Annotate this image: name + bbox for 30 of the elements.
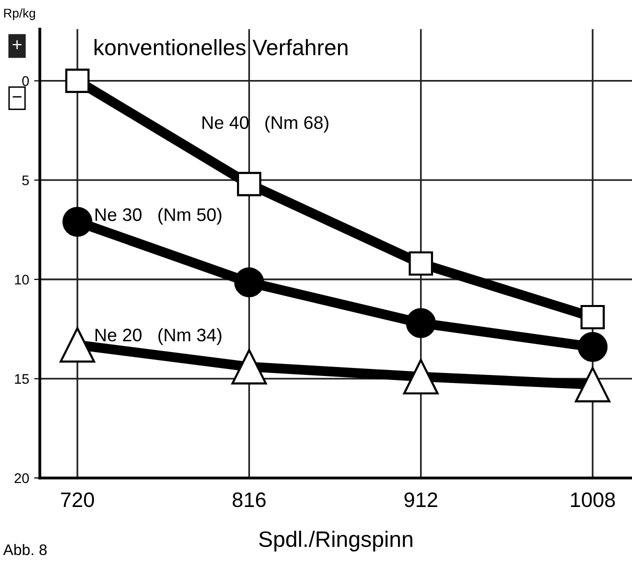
point (578, 332, 608, 362)
point (231, 349, 267, 384)
point (403, 358, 439, 394)
x-tick-label: 720 (61, 492, 94, 508)
series-label: Ne 20 (Nm 34) (96, 328, 222, 345)
y-tick-label: 10 (15, 274, 29, 285)
point (62, 206, 92, 237)
point (65, 68, 90, 93)
point (574, 366, 610, 402)
point (236, 172, 262, 196)
x-tick-label: 912 (404, 492, 438, 508)
y-tick-label: 20 (14, 473, 29, 484)
x-axis-title: Spdl./Ringspinn (259, 530, 412, 552)
point (406, 308, 436, 338)
caption: Abb. 8 (3, 544, 47, 556)
series-label: Ne 30 (Nm 50) (96, 208, 222, 225)
point (60, 327, 96, 363)
y-axis-title: Rp/kg (4, 8, 36, 20)
series-label: Ne 40 (Nm 68) (202, 116, 328, 133)
y-tick-label: 15 (15, 374, 29, 384)
point (234, 267, 264, 298)
x-tick-label: 816 (232, 492, 266, 508)
annotation: konventionelles Verfahren (94, 39, 348, 56)
point (580, 304, 605, 330)
y-tick-label: 0 (22, 76, 29, 86)
y-tick-label: 5 (22, 176, 29, 186)
point (408, 251, 434, 276)
text: + (12, 40, 22, 50)
text: − (12, 96, 22, 98)
x-tick-label: 1008 (571, 492, 615, 508)
